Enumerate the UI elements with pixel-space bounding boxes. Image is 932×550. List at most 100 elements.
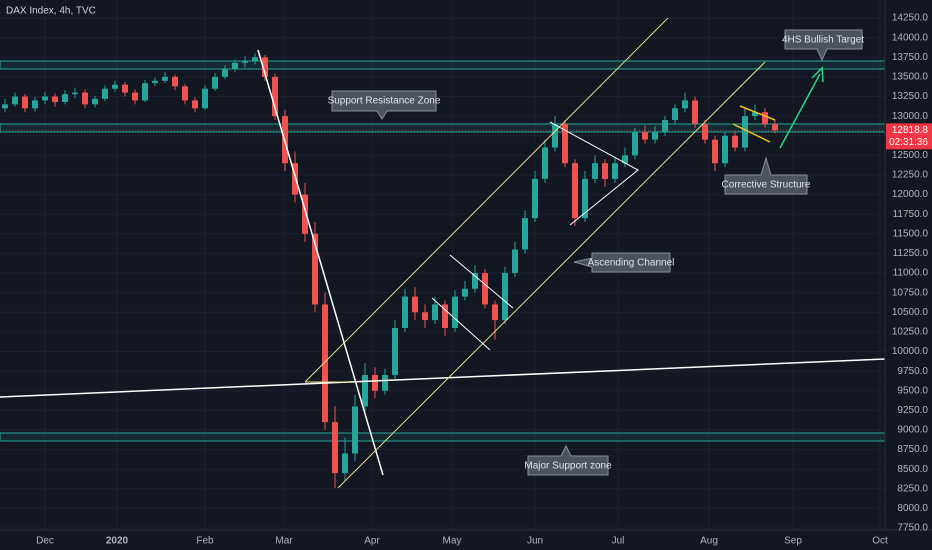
- price-badge: [886, 123, 932, 150]
- grid: [0, 0, 885, 530]
- candle-body: [42, 96, 48, 101]
- candle-body: [52, 96, 58, 102]
- y-tick-label: 11250.0: [893, 248, 929, 259]
- y-tick-label: 7750.0: [897, 523, 928, 534]
- candle-body: [92, 98, 98, 105]
- arrow-head: [811, 66, 824, 83]
- x-tick-label: Jun: [527, 536, 543, 547]
- callout: [724, 156, 808, 195]
- y-tick-label: 11000.0: [893, 268, 929, 279]
- y-tick-label: 13750.0: [892, 52, 929, 63]
- candle-body: [252, 57, 258, 62]
- callout: [784, 29, 863, 62]
- candle-body: [652, 131, 658, 140]
- drawings: [0, 17, 886, 489]
- channel-line: [304, 17, 669, 383]
- candle-body: [62, 94, 68, 102]
- candle-body: [372, 375, 378, 391]
- candle-body: [272, 76, 278, 117]
- candle-body: [572, 163, 578, 219]
- candle-body: [162, 76, 168, 81]
- candle-body: [452, 296, 458, 328]
- candle-body: [2, 104, 8, 109]
- candle-body: [712, 139, 718, 164]
- candle-body: [332, 422, 338, 474]
- candle-body: [622, 155, 628, 164]
- candle-body: [222, 69, 228, 77]
- callout-text: Support Resistance Zone: [328, 96, 441, 107]
- candle-body: [632, 131, 638, 156]
- candle-body: [672, 108, 678, 121]
- candle-body: [502, 273, 508, 321]
- callout: [331, 90, 437, 120]
- candle-body: [582, 178, 588, 219]
- candle-body: [702, 123, 708, 140]
- y-tick-label: 13000.0: [892, 111, 929, 122]
- trendline: [257, 49, 384, 476]
- candle-body: [382, 375, 388, 391]
- candle-body: [522, 218, 528, 250]
- candle-body: [312, 233, 318, 305]
- candle-body: [422, 312, 428, 321]
- candle-body: [132, 92, 138, 101]
- candle-body: [692, 100, 698, 124]
- channel-line: [337, 61, 766, 489]
- chart-title: DAX Index, 4h, TVC: [6, 6, 96, 17]
- candle-body: [362, 375, 368, 407]
- candle-body: [262, 57, 268, 77]
- candle-body: [12, 96, 18, 105]
- candle-body: [602, 163, 608, 179]
- candle-body: [432, 304, 438, 321]
- wedge-line: [732, 123, 771, 143]
- candle-body: [532, 178, 538, 219]
- x-tick-label: Aug: [700, 536, 718, 547]
- candle-body: [772, 123, 778, 131]
- candle-body: [152, 80, 158, 84]
- candle-body: [462, 288, 468, 297]
- x-tick-label: May: [443, 536, 462, 547]
- zone: [0, 60, 886, 70]
- candle-body: [412, 296, 418, 313]
- callout-text: Corrective Structure: [722, 180, 811, 191]
- wedge-line: [739, 105, 776, 121]
- candle-body: [592, 163, 598, 179]
- arrow: [779, 73, 821, 149]
- candle-body: [292, 163, 298, 195]
- callout: [527, 444, 609, 476]
- y-tick-label: 8750.0: [897, 444, 928, 455]
- candle-body: [242, 61, 248, 63]
- candle-body: [762, 112, 768, 124]
- callout-text: Ascending Channel: [588, 258, 675, 269]
- x-tick-label: Mar: [275, 536, 293, 547]
- candle-body: [482, 273, 488, 305]
- flag-line: [431, 297, 491, 351]
- y-tick-label: 9500.0: [897, 385, 928, 396]
- candle-body: [392, 327, 398, 376]
- y-tick-label: 10000.0: [892, 346, 929, 357]
- y-tick-label: 8500.0: [897, 464, 928, 475]
- flag-line: [449, 254, 514, 309]
- candle-body: [402, 296, 408, 328]
- candle-body: [752, 112, 758, 117]
- candle-body: [442, 304, 448, 328]
- y-tick-label: 14250.0: [892, 13, 929, 24]
- x-tick-label: Sep: [784, 536, 802, 547]
- y-tick-label: 10250.0: [892, 327, 929, 338]
- y-tick-label: 11500.0: [893, 228, 929, 239]
- y-tick-label: 8250.0: [897, 483, 928, 494]
- y-tick-label: 8000.0: [897, 503, 928, 514]
- countdown: 02:31:36: [889, 137, 928, 148]
- candle-body: [82, 92, 88, 105]
- candle-body: [642, 131, 648, 140]
- candle-body: [212, 76, 218, 89]
- candle-body: [192, 100, 198, 109]
- y-tick-label: 12500.0: [892, 150, 929, 161]
- candles: [0, 53, 885, 489]
- callout: [573, 252, 671, 273]
- y-tick-label: 12250.0: [892, 170, 929, 181]
- x-tick-label: Feb: [196, 536, 214, 547]
- candle-body: [302, 194, 308, 234]
- y-tick-label: 10500.0: [892, 307, 929, 318]
- zone: [0, 432, 886, 442]
